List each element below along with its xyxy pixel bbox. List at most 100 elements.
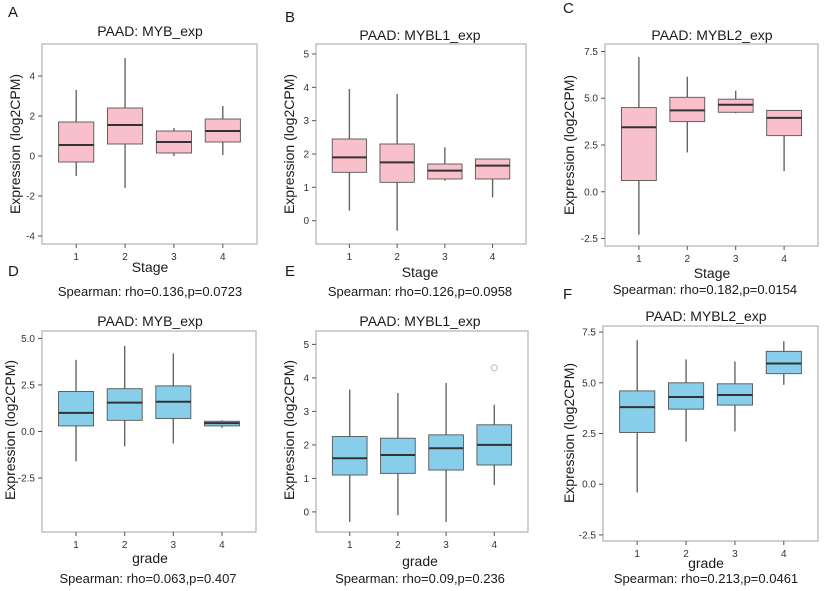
panel-b-ytick-label: 4	[303, 83, 309, 94]
panel-d-xtick-label: 1	[73, 540, 79, 551]
panel-b: B PAAD: MYBL1_exp 0 1 2 3 4 5 1 2 3 4 Expression …	[281, 9, 527, 280]
panel-letter-c: C	[563, 0, 574, 17]
panel-f-xlabel: grade	[688, 555, 724, 571]
panel-a-ytick-label: 4	[29, 72, 35, 83]
panel-f: F PAAD: MYBL2_exp -2.5 0.0 2.5 5.0 7.5 1 2 3 4 E…	[561, 286, 819, 571]
panel-c-ytick-label: 7.5	[584, 47, 598, 58]
panel-a-ylabel: Expression (log2CPM)	[7, 74, 23, 214]
panel-e-ytick-label: 0	[303, 507, 309, 518]
panel-b-box-1	[331, 138, 368, 173]
panel-d-ytick-label: 2.5	[21, 380, 35, 391]
panel-d-ylabel: Expression (log2CPM)	[2, 360, 18, 500]
panel-c-xtick-label: 2	[685, 254, 691, 265]
panel-a-xtick-label: 4	[220, 252, 226, 263]
panel-b-ytick-label: 0	[303, 216, 309, 227]
panel-letter-a: A	[8, 4, 18, 21]
panel-c-ytick-label: 2.5	[584, 141, 598, 152]
panel-a-title: PAAD: MYB_exp	[97, 23, 203, 39]
panel-a: A PAAD: MYB_exp -4 -2 0 2 4 1 2 3 4 Expression (…	[7, 4, 258, 275]
panel-b-stat: Spearman: rho=0.126,p=0.0958	[328, 284, 512, 299]
panel-c-ytick-label: 0.0	[584, 187, 598, 198]
panel-c-ytick-label: -2.5	[581, 234, 599, 245]
panel-c-box-4	[766, 109, 802, 137]
panel-f-stat: Spearman: rho=0.213,p=0.0461	[614, 571, 798, 586]
panel-d-ytick-label: 0.0	[21, 427, 35, 438]
panel-a-ytick-label: 0	[29, 152, 35, 163]
panel-b-frame	[315, 43, 527, 245]
panel-f-ytick-label: 5.0	[582, 378, 596, 389]
panel-f-ytick-label: 7.5	[582, 328, 596, 339]
panel-f-box-2	[668, 382, 705, 410]
panel-e-stat: Spearman: rho=0.09,p=0.236	[335, 571, 505, 586]
panel-letter-e: E	[285, 263, 295, 280]
panel-c-xtick-label: 4	[781, 254, 787, 265]
panel-f-title: PAAD: MYBL2_exp	[645, 308, 766, 324]
panel-d-xlabel: grade	[132, 550, 168, 566]
panel-d-box-1	[58, 391, 95, 427]
panel-b-plot: 0 1 2 3 4 5 1 2 3 4	[303, 50, 511, 263]
panel-e-xtick-label: 1	[347, 540, 353, 551]
panel-a-plot: -4 -2 0 2 4 1 2 3 4	[26, 58, 241, 263]
panel-f-xtick-label: 2	[683, 549, 689, 560]
panel-f-ytick-label: 0.0	[582, 480, 596, 491]
panel-f-ytick-label: 2.5	[582, 429, 596, 440]
panel-f-xtick-label: 3	[732, 549, 738, 560]
panel-c-stat: Spearman: rho=0.182,p=0.0154	[613, 282, 797, 297]
panel-c-title: PAAD: MYBL2_exp	[651, 27, 772, 43]
panel-d-ytick-label: 5.0	[21, 334, 35, 345]
panel-e-ytick-label: 2	[303, 440, 309, 451]
panel-f-xtick-label: 1	[634, 549, 640, 560]
panel-b-ytick-label: 3	[303, 116, 309, 127]
panel-c-ytick-label: 5.0	[584, 94, 598, 105]
panel-f-ylabel: Expression (log2CPM)	[561, 363, 577, 503]
panel-e-ylabel: Expression (log2CPM)	[281, 360, 297, 500]
panel-e: E PAAD: MYBL1_exp 0 1 2 3 4 5 1 2 3 4 Expression …	[281, 263, 529, 569]
panel-d-frame	[41, 330, 257, 533]
panel-e-ytick-label: 1	[303, 474, 309, 485]
panel-b-xtick-label: 3	[442, 252, 448, 263]
panel-d: D PAAD: MYB_exp -2.5 0.0 2.5 5.0 1 2 3 4 Expres…	[2, 263, 257, 566]
panel-c-ylabel: Expression (log2CPM)	[561, 75, 577, 215]
panel-e-xtick-label: 2	[395, 540, 401, 551]
panel-a-xtick-label: 3	[171, 252, 177, 263]
panel-f-box-4	[765, 350, 802, 375]
panel-a-xtick-label: 1	[73, 252, 79, 263]
panel-e-title: PAAD: MYBL1_exp	[359, 313, 480, 329]
panel-d-xtick-label: 2	[122, 540, 128, 551]
panel-d-title: PAAD: MYB_exp	[97, 313, 203, 329]
panel-letter-f: F	[563, 286, 572, 303]
panel-e-xlabel: grade	[402, 553, 438, 569]
panel-e-frame	[315, 330, 529, 533]
panel-e-outlier	[490, 364, 498, 372]
panel-e-ytick-label: 5	[303, 340, 309, 351]
panel-f-xtick-label: 4	[781, 549, 787, 560]
panel-f-plot: -2.5 0.0 2.5 5.0 7.5 1 2 3 4	[579, 328, 802, 560]
panel-a-frame	[41, 43, 258, 245]
panel-d-xtick-label: 4	[219, 540, 225, 551]
panel-letter-d: D	[8, 263, 19, 280]
panel-e-ytick-label: 4	[303, 373, 309, 384]
panel-b-xtick-label: 4	[490, 252, 496, 263]
panel-c-xtick-label: 1	[636, 254, 642, 265]
panel-c-box-1	[621, 107, 657, 181]
panel-d-plot: -2.5 0.0 2.5 5.0 1 2 3 4	[18, 334, 240, 551]
panel-e-xtick-label: 4	[491, 540, 497, 551]
panel-c-plot: -2.5 0.0 2.5 5.0 7.5 1 2 3 4	[581, 47, 802, 265]
panel-e-plot: 0 1 2 3 4 5 1 2 3 4	[303, 340, 513, 551]
panel-f-ytick-label: -2.5	[579, 530, 597, 541]
panel-d-stat: Spearman: rho=0.063,p=0.407	[59, 571, 236, 586]
panel-b-xlabel: Stage	[402, 264, 439, 280]
panel-d-box-2	[106, 388, 143, 421]
panel-c-xtick-label: 3	[733, 254, 739, 265]
panel-b-box-4	[474, 158, 511, 180]
panel-b-ytick-label: 5	[303, 50, 309, 61]
panel-b-xtick-label: 1	[347, 252, 353, 263]
panel-b-title: PAAD: MYBL1_exp	[359, 27, 480, 43]
panel-a-ytick-label: -4	[26, 232, 35, 243]
panel-c: C PAAD: MYBL2_exp -2.5 0.0 2.5 5.0 7.5 1 2 3 4 E…	[561, 0, 819, 281]
panel-f-box-1	[619, 390, 656, 433]
panel-e-ytick-label: 3	[303, 407, 309, 418]
panel-a-stat: Spearman: rho=0.136,p=0.0723	[58, 284, 242, 299]
panel-b-ylabel: Expression (log2CPM)	[281, 74, 297, 214]
panel-e-box-3	[428, 434, 464, 471]
